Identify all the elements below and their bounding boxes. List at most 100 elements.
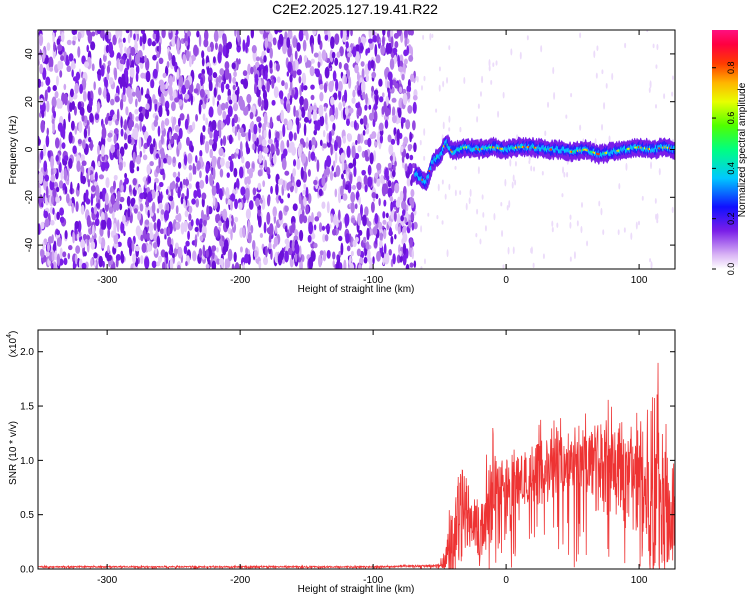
spectrogram-noise-cell: [308, 150, 311, 163]
spectrogram-noise-cell: [107, 245, 110, 254]
spectrogram-noise-cell: [286, 103, 291, 114]
spectrogram-noise-cell: [124, 119, 128, 131]
spectrogram-noise-cell: [316, 159, 320, 173]
spectrogram-noise-cell: [107, 60, 112, 67]
spectrogram-noise-cell: [56, 75, 59, 87]
spectrogram-noise-cell: [139, 192, 145, 200]
spectrogram-noise-cell: [360, 45, 364, 51]
spectrogram-noise-cell: [222, 135, 227, 146]
spectrogram-noise-cell: [139, 150, 143, 158]
spectrogram-noise-cell: [75, 245, 81, 254]
spectrogram-noise-cell: [183, 199, 186, 209]
spectrogram-noise-cell: [354, 203, 358, 210]
spectrogram-noise-cell: [38, 223, 41, 236]
spectrogram-noise-cell: [227, 105, 233, 118]
spectrogram-noise-cell: [115, 254, 121, 261]
spectrogram-noise-cell: [190, 93, 194, 106]
spectrogram-noise-cell: [177, 117, 181, 127]
spectrogram-noise-cell: [64, 230, 68, 240]
spectrogram-noise-cell: [263, 256, 269, 266]
spectrogram-noise-cell: [407, 143, 413, 150]
spectrogram-noise-cell: [74, 125, 78, 135]
spectrogram-noise-cell: [200, 77, 204, 87]
spectrogram-noise-cell: [405, 152, 410, 160]
spectrogram-noise-cell: [230, 229, 233, 241]
spectrogram-noise-cell: [188, 213, 192, 221]
spectrogram-noise-cell: [195, 114, 199, 122]
spectrogram-noise-cell: [252, 187, 257, 196]
spectrogram-noise-cell: [218, 147, 224, 157]
spectrogram-noise-cell: [602, 229, 605, 236]
spectrogram-noise-cell: [649, 80, 652, 89]
spectrogram-noise-cell: [72, 76, 78, 82]
spectrogram-noise-cell: [268, 242, 272, 250]
spectrogram-noise-cell: [317, 60, 321, 69]
spectrogram-noise-cell: [180, 196, 184, 205]
spectrogram-noise-cell: [519, 51, 522, 60]
spectrogram-noise-cell: [81, 262, 87, 269]
colorbar-label: Normalized spectral amplitude: [737, 82, 748, 217]
spectrogram-noise-cell: [364, 206, 369, 217]
spectrogram-noise-cell: [311, 42, 314, 54]
spectrogram-noise-cell: [261, 195, 265, 201]
spectrogram-noise-cell: [332, 251, 336, 260]
spectrogram-noise-cell: [167, 226, 171, 237]
spectrogram-noise-cell: [190, 145, 194, 153]
spectrogram-noise-cell: [225, 186, 230, 199]
snr-x-axis-label: Height of straight line (km): [298, 584, 415, 595]
spectrogram-noise-cell: [45, 76, 51, 86]
spectrogram-noise-cell: [110, 194, 116, 205]
spectrogram-noise-cell: [355, 191, 360, 201]
spectrogram-noise-cell: [375, 94, 379, 106]
spectrogram-noise-cell: [309, 66, 315, 77]
spectrogram-noise-cell: [116, 148, 120, 158]
spectrogram-noise-cell: [114, 143, 118, 150]
spectrogram-noise-cell: [608, 135, 611, 142]
spectrogram-noise-cell: [441, 179, 444, 185]
spectrogram-noise-cell: [86, 44, 90, 53]
spectrogram-noise-cell: [371, 85, 375, 93]
spectrogram-noise-cell: [481, 75, 484, 84]
spectrogram-noise-cell: [116, 219, 120, 233]
figure-title: C2E2.2025.127.19.41.R22: [272, 1, 438, 17]
spectrogram-noise-cell: [314, 216, 320, 222]
spectrogram-noise-cell: [164, 234, 167, 240]
spectrogram-noise-cell: [234, 216, 239, 223]
spectrogram-noise-cell: [364, 104, 368, 111]
spectrogram-noise-cell: [512, 174, 515, 182]
spectrogram-noise-cell: [387, 71, 393, 81]
spectrogram-noise-cell: [477, 166, 480, 175]
spectrogram-noise-cell: [199, 235, 204, 242]
snr-multiplier-exp: 4: [6, 334, 13, 338]
spectrogram-noise-cell: [192, 250, 197, 262]
spectrogram-noise-cell: [123, 142, 128, 150]
spectrogram-noise-cell: [166, 61, 170, 68]
spectrogram-noise-cell: [68, 244, 73, 251]
spectrogram-noise-cell: [224, 67, 230, 80]
spectrogram-noise-cell: [199, 99, 203, 106]
spectrogram-noise-cell: [244, 187, 250, 201]
spectrogram-noise-cell: [284, 225, 288, 233]
spectrogram-noise-cell: [129, 52, 132, 66]
spectrogram-noise-cell: [565, 114, 568, 119]
spectrogram-noise-cell: [321, 49, 327, 61]
spectrogram-noise-cell: [236, 178, 240, 190]
spectrogram-noise-cell: [141, 125, 147, 133]
spectrogram-noise-cell: [59, 138, 62, 152]
spectrogram-noise-cell: [410, 189, 415, 198]
spectrogram-noise-cell: [167, 155, 172, 166]
spectrogram-noise-cell: [135, 98, 138, 108]
spectrogram-noise-cell: [235, 187, 238, 194]
spectrogram-noise-cell: [476, 116, 479, 123]
spectrogram-noise-cell: [199, 218, 203, 225]
spectrogram-noise-cell: [569, 214, 572, 220]
spectrogram-noise-cell: [551, 226, 554, 233]
spectrogram-noise-cell: [86, 235, 91, 241]
spectrogram-noise-cell: [561, 193, 564, 198]
spectrogram-noise-cell: [310, 151, 316, 161]
spectrogram-noise-cell: [655, 104, 658, 109]
spectrogram-noise-cell: [147, 209, 150, 219]
spectrogram-noise-cell: [123, 161, 126, 168]
spectrogram-noise-cell: [413, 221, 418, 230]
spectrogram-noise-cell: [193, 189, 198, 199]
